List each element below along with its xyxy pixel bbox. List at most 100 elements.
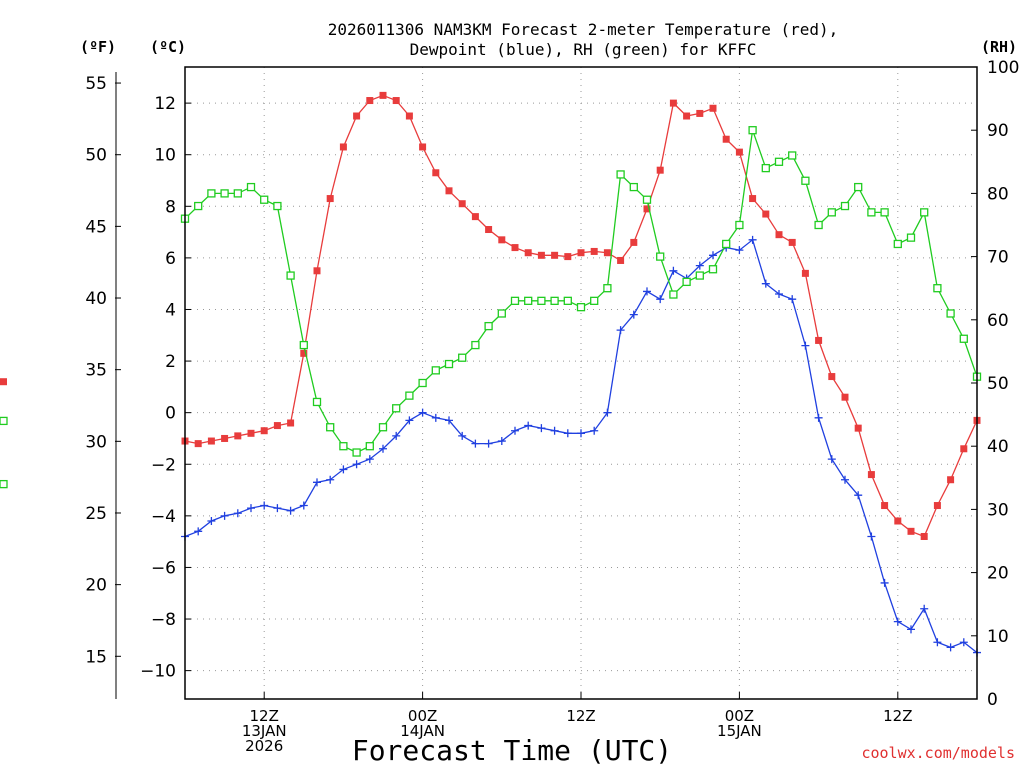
rh-point xyxy=(550,296,559,305)
rh-point xyxy=(933,284,942,293)
plot-frame xyxy=(184,66,978,700)
celsius-tick-label: 8 xyxy=(165,197,176,217)
fahrenheit-tick-label: 15 xyxy=(85,647,107,667)
rh-tick-label: 10 xyxy=(987,627,1009,647)
dewpoint-point xyxy=(867,532,876,541)
dewpoint-point xyxy=(880,578,889,587)
dewpoint-point xyxy=(471,439,480,448)
temperature-point xyxy=(0,378,7,386)
temperature-point xyxy=(947,476,955,484)
temperature-point xyxy=(669,99,677,107)
temperature-point xyxy=(577,249,585,257)
credit-text: coolwx.com/models xyxy=(861,744,1015,762)
time-tick-label: 15JAN xyxy=(717,722,762,740)
rh-point xyxy=(524,296,533,305)
rh-point xyxy=(748,126,757,135)
rh-unit-label: (RH) xyxy=(981,38,1017,56)
temperature-point xyxy=(881,502,889,510)
rh-point xyxy=(801,176,810,185)
dewpoint-point xyxy=(709,251,717,260)
temperature-point xyxy=(313,267,321,275)
temperature-point xyxy=(485,226,493,234)
temperature-point xyxy=(432,169,440,177)
dewpoint-point xyxy=(629,310,638,319)
rh-point xyxy=(339,442,348,451)
celsius-tick-label: 0 xyxy=(165,404,176,424)
dewpoint-point xyxy=(365,455,374,464)
rh-point xyxy=(669,290,678,299)
dewpoint-point xyxy=(590,426,599,435)
temperature-point xyxy=(260,427,268,435)
dewpoint-point xyxy=(841,475,849,484)
dewpoint-point xyxy=(247,504,255,513)
dewpoint-point xyxy=(524,421,533,430)
time-tick-label: 13JAN xyxy=(242,722,287,740)
rh-tick-label: 90 xyxy=(987,121,1009,141)
fahrenheit-tick-label: 35 xyxy=(85,361,107,381)
rh-tick-label: 70 xyxy=(987,248,1009,268)
temperature-point xyxy=(247,429,255,437)
rh-point xyxy=(722,239,731,249)
dewpoint-point xyxy=(484,439,493,448)
rh-point xyxy=(312,397,322,407)
temperature-point xyxy=(339,143,347,151)
temperature-point xyxy=(920,532,928,540)
chart-title-line-1: 2026011306 NAM3KM Forecast 2-meter Tempe… xyxy=(328,20,839,39)
temperature-point xyxy=(419,143,427,151)
temperature-point xyxy=(630,238,638,246)
temperature-point xyxy=(537,251,545,259)
fahrenheit-tick-label: 30 xyxy=(85,432,107,452)
rh-point xyxy=(299,340,308,350)
chart-title-line-2: Dewpoint (blue), RH (green) for KFFC xyxy=(410,40,757,59)
temperature-point xyxy=(867,471,875,479)
temperature-point xyxy=(762,210,770,218)
dewpoint-point xyxy=(907,625,915,634)
temperature-point xyxy=(353,112,361,120)
rh-point xyxy=(431,366,440,375)
dewpoint-point xyxy=(260,501,269,510)
temperature-point xyxy=(749,195,757,203)
fahrenheit-tick-label: 50 xyxy=(85,146,107,166)
dewpoint-point xyxy=(405,416,414,425)
dewpoint-point xyxy=(603,408,612,417)
rh-point xyxy=(0,416,8,426)
rh-point xyxy=(484,321,493,331)
chart-title: 2026011306 NAM3KM Forecast 2-meter Tempe… xyxy=(328,20,839,59)
rh-point xyxy=(708,265,718,274)
dewpoint-point xyxy=(497,437,506,446)
celsius-tick-label: 10 xyxy=(154,146,176,166)
dewpoint-point xyxy=(220,511,229,520)
temperature-point xyxy=(511,244,519,252)
rh-point xyxy=(959,334,968,343)
temperature-point xyxy=(960,445,968,453)
rh-point xyxy=(946,309,955,318)
fahrenheit-tick-label: 20 xyxy=(85,576,107,596)
temperature-point xyxy=(194,440,202,448)
dewpoint-point xyxy=(207,517,216,526)
rh-point xyxy=(814,220,823,230)
dewpoint-point xyxy=(194,527,203,536)
rh-tick-label: 20 xyxy=(987,564,1009,584)
dewpoint-point xyxy=(286,506,295,515)
rh-point xyxy=(906,233,916,242)
temperature-point xyxy=(458,200,466,208)
time-tick-label: 00Z xyxy=(408,707,437,725)
dewpoint-point xyxy=(761,279,770,288)
temperature-point xyxy=(498,236,506,244)
temperature-point xyxy=(696,109,704,117)
rh-point xyxy=(444,359,454,369)
celsius-tick-label: 4 xyxy=(165,300,176,320)
rh-point xyxy=(365,442,374,451)
temperature-point xyxy=(551,251,559,259)
series-dewpoint xyxy=(181,236,981,657)
temperature-point xyxy=(788,238,796,246)
celsius-tick-label: −2 xyxy=(151,455,176,475)
dewpoint-point xyxy=(511,426,519,435)
temperature-point xyxy=(907,527,915,535)
rh-point xyxy=(590,296,599,305)
rh-point xyxy=(471,340,480,350)
dewpoint-point xyxy=(563,429,572,438)
rh-point xyxy=(576,303,586,312)
dewpoint-point xyxy=(801,341,810,350)
